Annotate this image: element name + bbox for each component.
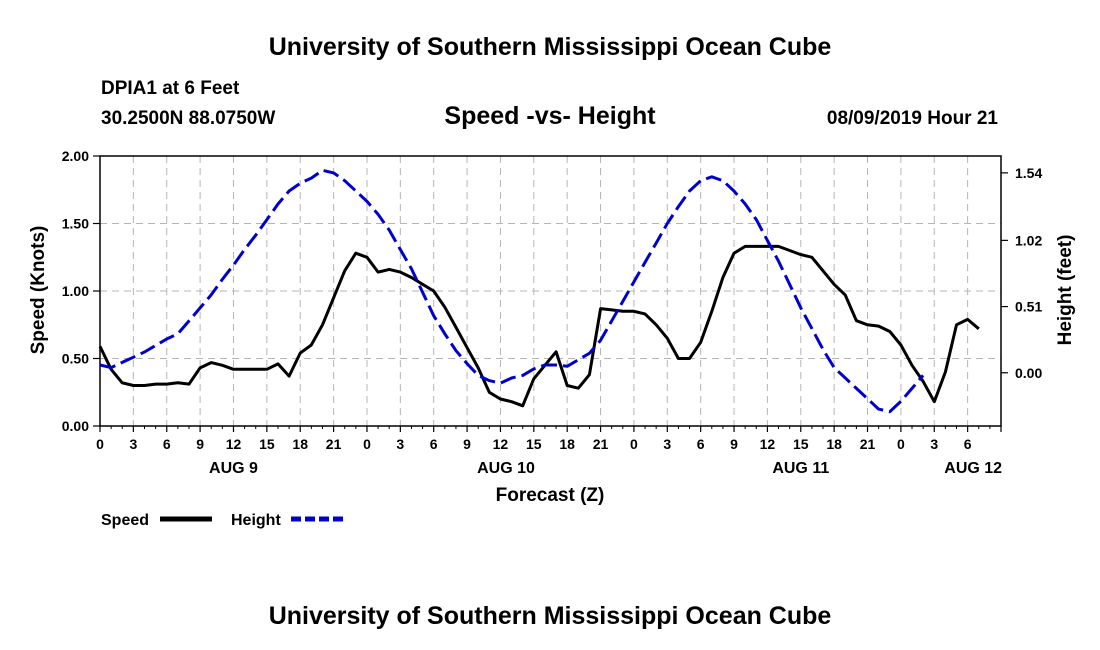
footer-title: University of Southern Mississippi Ocean…: [269, 602, 832, 630]
y-tick-label-right: 0.51: [1015, 299, 1042, 315]
x-tick-label: 0: [96, 436, 104, 452]
x-tick-label: 18: [559, 436, 575, 452]
location-label: 30.2500N 88.0750W: [101, 108, 275, 129]
x-tick-label: 3: [663, 436, 671, 452]
y-tick-label-left: 0.00: [62, 418, 89, 434]
x-tick-label: 6: [697, 436, 705, 452]
station-label: DPIA1 at 6 Feet: [101, 78, 240, 99]
y-tick-label-right: 1.02: [1015, 232, 1042, 248]
run-time-label: 08/09/2019 Hour 21: [827, 108, 999, 129]
x-tick-label: 0: [630, 436, 638, 452]
y-tick-label-left: 1.50: [62, 216, 89, 232]
x-tick-label: 9: [730, 436, 738, 452]
x-tick-label: 18: [292, 436, 308, 452]
series-line-speed: [98, 244, 980, 408]
x-tick-label: 6: [163, 436, 171, 452]
legend-height-label: Height: [231, 512, 281, 529]
x-tick-label: 3: [396, 436, 404, 452]
legend: Speed Height: [101, 512, 343, 529]
x-tick-label: 21: [593, 436, 609, 452]
x-tick-label: 21: [860, 436, 876, 452]
y-tick-label-left: 1.00: [62, 283, 89, 299]
x-tick-label: 0: [897, 436, 905, 452]
day-label: AUG 12: [944, 460, 1002, 477]
x-tick-label: 15: [259, 436, 275, 452]
x-tick-label: 0: [363, 436, 371, 452]
y-axis-label-left: Speed (Knots): [28, 226, 49, 355]
x-tick-label: 6: [430, 436, 438, 452]
y-tick-label-right: 1.54: [1015, 165, 1042, 181]
chart-header-title: University of Southern Mississippi Ocean…: [269, 33, 832, 61]
x-tick-label: 12: [760, 436, 776, 452]
y-tick-label-left: 2.00: [62, 148, 89, 164]
x-tick-label: 12: [493, 436, 509, 452]
x-tick-label: 21: [326, 436, 342, 452]
x-tick-label: 3: [930, 436, 938, 452]
legend-speed-label: Speed: [101, 512, 149, 529]
x-tick-label: 15: [793, 436, 809, 452]
y-tick-label-left: 0.50: [62, 351, 89, 367]
series-line-height: [99, 168, 925, 414]
x-tick-label: 9: [463, 436, 471, 452]
x-tick-label: 12: [226, 436, 242, 452]
y-tick-label-right: 0.00: [1015, 365, 1042, 381]
day-label: AUG 9: [209, 460, 258, 477]
day-label: AUG 10: [477, 460, 535, 477]
plot-area: 0 3 6 9 12 15 18 21 0 3 6 9 12 15 18 21 0 3 6 9 12 15 18 21 0 3 6 0…: [62, 148, 1043, 477]
x-tick-label: 18: [826, 436, 842, 452]
x-axis-label: Forecast (Z): [496, 485, 605, 506]
x-tick-label: 9: [196, 436, 204, 452]
chart-title: Speed -vs- Height: [444, 102, 656, 130]
x-tick-label: 15: [526, 436, 542, 452]
day-label: AUG 11: [772, 460, 829, 477]
x-tick-label: 6: [964, 436, 972, 452]
y-axis-label-right: Height (feet): [1055, 235, 1076, 346]
x-tick-label: 3: [129, 436, 137, 452]
